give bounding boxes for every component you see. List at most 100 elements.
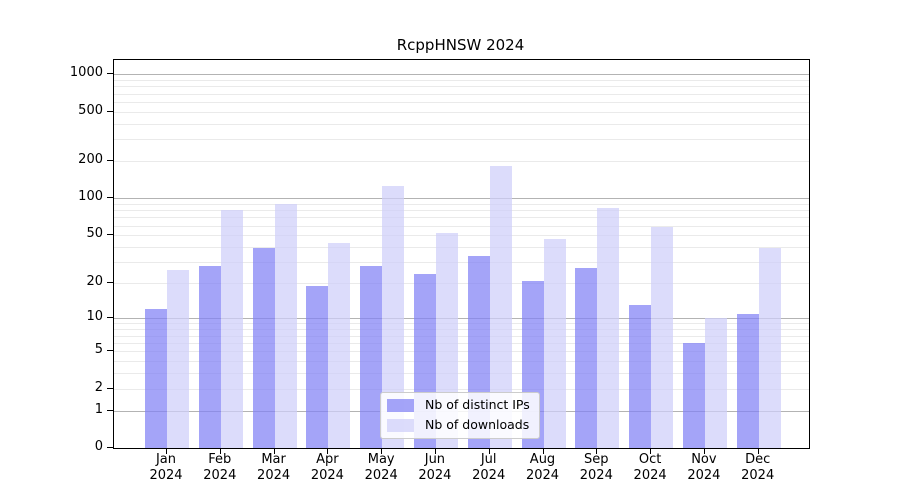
gridline-minor bbox=[114, 262, 809, 264]
gridline-minor bbox=[114, 323, 809, 325]
gridline-minor bbox=[114, 247, 809, 249]
bar-distinct-ips-may bbox=[360, 265, 383, 448]
y-tick-label: 0 bbox=[94, 439, 103, 454]
bar-distinct-ips-mar bbox=[252, 248, 275, 448]
legend-swatch-distinct-ips bbox=[387, 398, 414, 412]
y-tick-mark bbox=[107, 387, 114, 389]
x-tick-label: Jul 2024 bbox=[472, 452, 506, 483]
y-tick-label: 20 bbox=[86, 274, 103, 290]
y-tick-mark bbox=[107, 110, 114, 112]
y-tick-mark bbox=[107, 73, 114, 75]
bar-downloads-dec bbox=[758, 248, 781, 448]
x-tick-mark bbox=[327, 448, 329, 454]
gridline-minor bbox=[114, 93, 809, 95]
gridline-minor bbox=[114, 351, 809, 353]
chart-title: RcppHNSW 2024 bbox=[396, 36, 525, 54]
legend-row-distinct-ips: Nb of distinct IPs bbox=[387, 397, 530, 413]
y-tick-label: 1 bbox=[94, 401, 103, 417]
x-tick-mark bbox=[219, 448, 221, 454]
bar-distinct-ips-nov bbox=[682, 342, 705, 448]
y-tick-label: 500 bbox=[78, 102, 103, 118]
plot-area bbox=[113, 59, 810, 449]
bar-downloads-jul bbox=[489, 165, 512, 448]
bar-downloads-feb bbox=[220, 210, 243, 448]
bar-downloads-jan bbox=[167, 269, 189, 448]
gridline-minor bbox=[114, 86, 809, 88]
y-tick-label: 200 bbox=[78, 152, 103, 168]
gridline-major bbox=[114, 318, 809, 320]
legend-label-downloads: Nb of downloads bbox=[425, 417, 530, 432]
bar-distinct-ips-feb bbox=[198, 265, 221, 448]
y-tick-label: 100 bbox=[78, 189, 103, 205]
gridline-minor bbox=[114, 139, 809, 141]
x-tick-mark bbox=[703, 448, 705, 454]
bar-distinct-ips-jan bbox=[145, 309, 167, 448]
gridline-major bbox=[114, 198, 809, 200]
y-tick-label: 5 bbox=[94, 342, 103, 358]
x-tick-label: Oct 2024 bbox=[633, 452, 667, 483]
gridline-minor bbox=[114, 225, 809, 227]
bar-downloads-apr bbox=[328, 243, 351, 448]
gridline-minor bbox=[114, 79, 809, 81]
x-tick-label: Apr 2024 bbox=[310, 452, 344, 483]
gridline-minor bbox=[114, 283, 809, 285]
x-tick-mark bbox=[757, 448, 759, 454]
bar-downloads-oct bbox=[651, 227, 674, 448]
y-tick-mark bbox=[107, 447, 114, 448]
x-tick-mark bbox=[381, 448, 383, 454]
x-tick-mark bbox=[166, 448, 167, 454]
y-tick-label: 2 bbox=[94, 379, 103, 395]
x-tick-label: Jun 2024 bbox=[418, 452, 452, 483]
x-tick-mark bbox=[596, 448, 598, 454]
y-tick-mark bbox=[107, 160, 114, 162]
x-tick-mark bbox=[542, 448, 544, 454]
gridline-minor bbox=[114, 235, 809, 237]
gridline-minor bbox=[114, 329, 809, 331]
y-tick-mark bbox=[107, 197, 114, 199]
bar-distinct-ips-apr bbox=[306, 285, 329, 448]
bar-downloads-aug bbox=[543, 238, 566, 448]
x-tick-label: Feb 2024 bbox=[203, 452, 237, 483]
gridline-minor bbox=[114, 101, 809, 103]
bar-downloads-nov bbox=[704, 318, 727, 448]
x-tick-label: Dec 2024 bbox=[741, 452, 775, 483]
gridline-minor bbox=[114, 203, 809, 205]
x-tick-mark bbox=[273, 448, 275, 454]
gridline-minor bbox=[114, 217, 809, 219]
legend-swatch-downloads bbox=[387, 418, 414, 432]
bar-distinct-ips-sep bbox=[575, 267, 598, 448]
gridline-minor bbox=[114, 111, 809, 113]
bar-distinct-ips-oct bbox=[629, 305, 652, 448]
gridline-minor bbox=[114, 161, 809, 163]
y-tick-mark bbox=[107, 282, 114, 284]
y-tick-mark bbox=[107, 234, 114, 236]
x-tick-mark bbox=[434, 448, 436, 454]
x-tick-label: May 2024 bbox=[364, 452, 398, 483]
bar-downloads-may bbox=[382, 185, 405, 448]
y-tick-mark bbox=[107, 350, 114, 352]
gridline-major bbox=[114, 74, 809, 76]
gridline-minor bbox=[114, 360, 809, 362]
legend-label-distinct-ips: Nb of distinct IPs bbox=[425, 397, 530, 412]
bar-downloads-sep bbox=[597, 207, 620, 448]
gridline-minor bbox=[114, 335, 809, 337]
y-tick-label: 50 bbox=[86, 226, 103, 242]
gridline-minor bbox=[114, 388, 809, 390]
bar-distinct-ips-dec bbox=[736, 313, 759, 448]
x-tick-label: Jan 2024 bbox=[149, 452, 183, 483]
x-tick-label: Sep 2024 bbox=[579, 452, 613, 483]
legend: Nb of distinct IPs Nb of downloads bbox=[380, 392, 540, 439]
x-tick-label: Nov 2024 bbox=[687, 452, 721, 483]
x-tick-mark bbox=[650, 448, 652, 454]
gridline-minor bbox=[114, 373, 809, 374]
gridline-minor bbox=[114, 210, 809, 212]
y-tick-mark bbox=[107, 317, 114, 319]
y-tick-label: 1000 bbox=[69, 65, 103, 81]
legend-row-downloads: Nb of downloads bbox=[387, 417, 530, 433]
x-tick-label: Mar 2024 bbox=[257, 452, 291, 483]
y-tick-label: 10 bbox=[86, 309, 103, 325]
y-tick-mark bbox=[107, 409, 114, 411]
x-tick-label: Aug 2024 bbox=[525, 452, 560, 483]
x-tick-mark bbox=[488, 448, 490, 454]
